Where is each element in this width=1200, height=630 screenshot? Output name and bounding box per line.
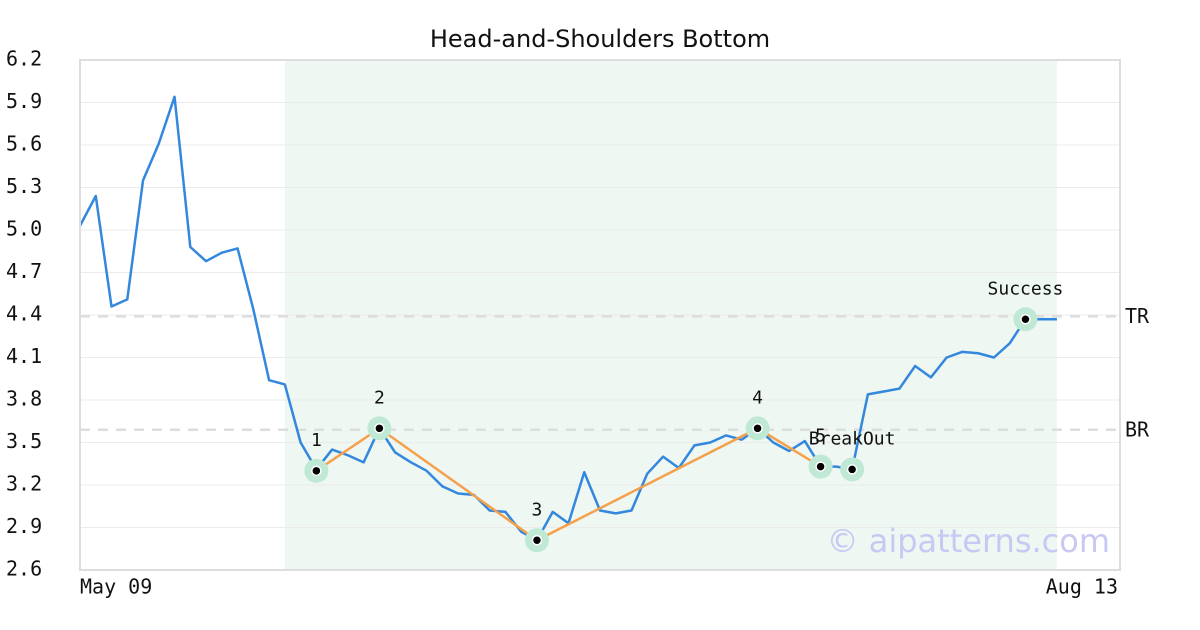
- y-tick-label: 4.4: [6, 302, 42, 326]
- x-tick-label: May 09: [80, 575, 152, 599]
- marker-dot: [531, 535, 543, 546]
- marker-dot: [846, 464, 858, 475]
- x-tick-label: Aug 13: [1046, 575, 1118, 599]
- marker-label: 2: [374, 387, 385, 408]
- marker-label: 4: [752, 387, 763, 408]
- y-tick-label: 5.6: [6, 132, 42, 156]
- marker-label: 3: [532, 499, 543, 520]
- y-tick-label: 2.9: [6, 514, 42, 538]
- marker-label: 5: [815, 426, 826, 447]
- marker-dot: [815, 461, 826, 472]
- marker-label: Success: [988, 278, 1064, 299]
- marker-dot: [374, 423, 385, 434]
- y-tick-label: 3.8: [6, 387, 42, 411]
- y-tick-label: 4.1: [6, 344, 42, 368]
- reference-label: TR: [1125, 304, 1150, 328]
- y-tick-label: 3.5: [6, 429, 42, 453]
- marker-dot: [752, 423, 763, 434]
- chart-title: Head-and-Shoulders Bottom: [430, 25, 770, 53]
- y-tick-label: 5.3: [6, 174, 42, 198]
- reference-label: BR: [1125, 417, 1150, 441]
- y-tick-label: 5.9: [6, 89, 42, 113]
- marker-dot: [311, 465, 322, 477]
- marker-dot: [1020, 314, 1031, 325]
- y-tick-label: 6.2: [6, 47, 42, 71]
- y-tick-label: 3.2: [6, 472, 42, 496]
- watermark: © aipatterns.com: [827, 522, 1110, 560]
- y-tick-label: 5.0: [6, 217, 42, 241]
- y-tick-label: 2.6: [6, 557, 42, 581]
- y-tick-label: 4.7: [6, 259, 42, 283]
- marker-label: BreakOut: [809, 428, 896, 449]
- plot-frame: [79, 59, 1121, 571]
- marker-label: 1: [311, 430, 322, 451]
